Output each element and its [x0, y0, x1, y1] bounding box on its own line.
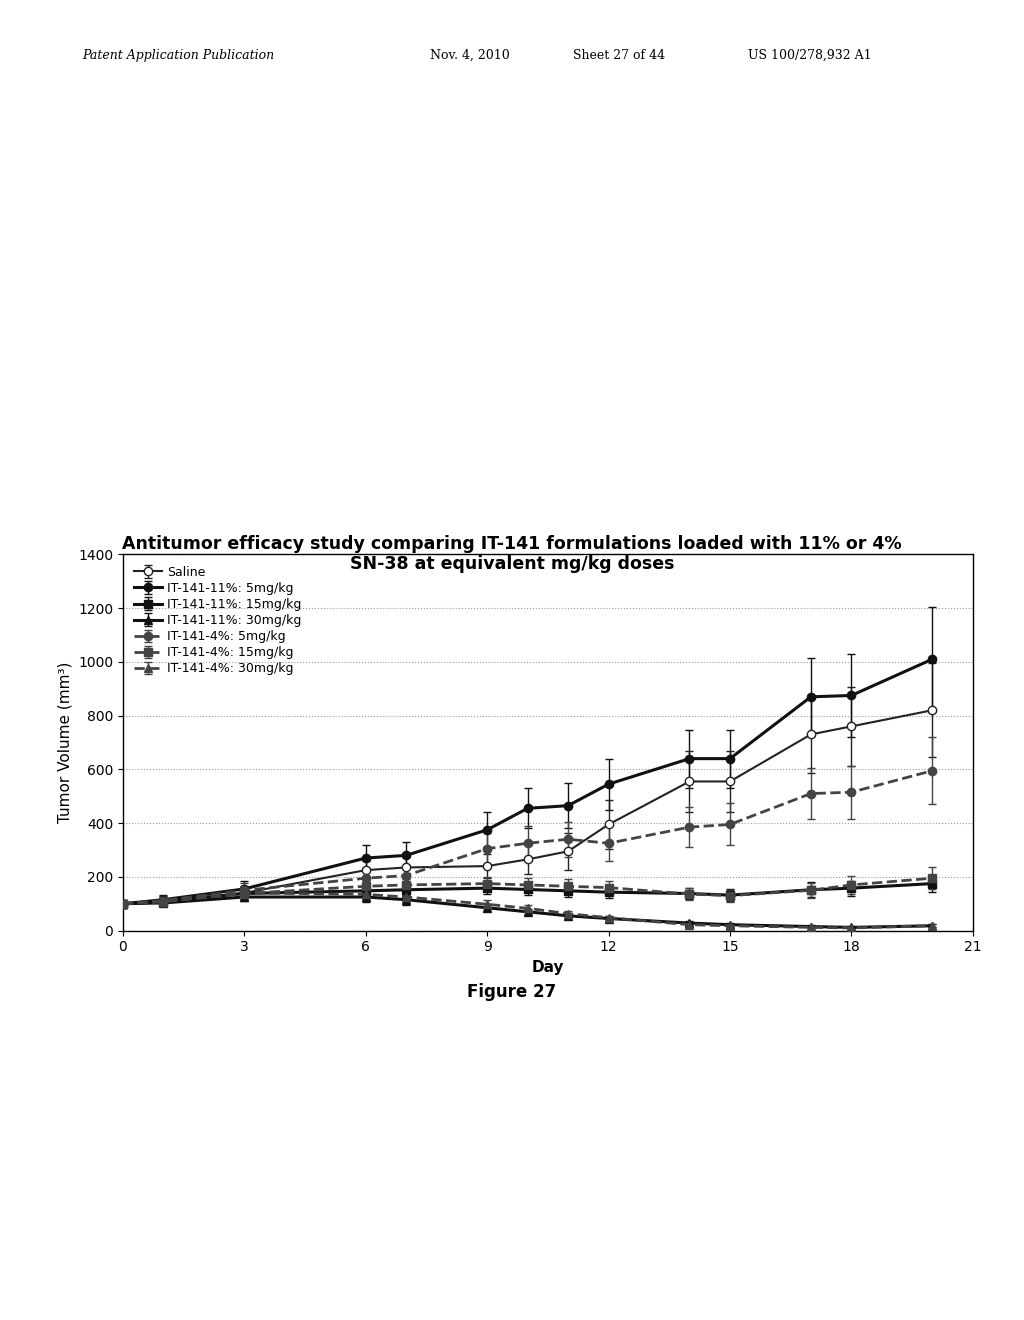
- Text: Nov. 4, 2010: Nov. 4, 2010: [430, 49, 510, 62]
- Text: Patent Application Publication: Patent Application Publication: [82, 49, 274, 62]
- Text: US 100/278,932 A1: US 100/278,932 A1: [748, 49, 871, 62]
- X-axis label: Day: Day: [531, 960, 564, 975]
- Text: Sheet 27 of 44: Sheet 27 of 44: [573, 49, 666, 62]
- Y-axis label: Tumor Volume (mm³): Tumor Volume (mm³): [57, 661, 73, 824]
- Text: Figure 27: Figure 27: [467, 983, 557, 1002]
- Legend: Saline, IT-141-11%: 5mg/kg, IT-141-11%: 15mg/kg, IT-141-11%: 30mg/kg, IT-141-4%:: Saline, IT-141-11%: 5mg/kg, IT-141-11%: …: [129, 561, 306, 680]
- Text: Antitumor efficacy study comparing IT-141 formulations loaded with 11% or 4%
SN-: Antitumor efficacy study comparing IT-14…: [122, 535, 902, 573]
